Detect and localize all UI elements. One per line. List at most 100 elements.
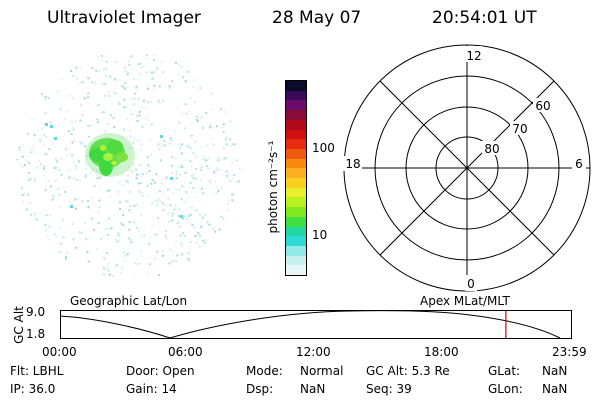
uv-noise-dot (141, 164, 144, 167)
uv-noise-dot (32, 144, 35, 147)
uv-noise-dot (132, 141, 134, 144)
uv-noise-dot (132, 163, 135, 166)
uv-noise-dot (93, 184, 96, 187)
uv-noise-dot (107, 94, 110, 97)
uv-noise-dot (156, 204, 159, 207)
uv-noise-dot (130, 98, 133, 100)
uv-noise-dot (34, 213, 37, 216)
uv-noise-dot (97, 103, 100, 106)
uv-bright-speckle (160, 135, 163, 138)
uv-noise-dot (38, 164, 41, 167)
uv-noise-dot (151, 178, 154, 181)
uv-noise-dot (153, 84, 156, 87)
uv-noise-dot (42, 133, 45, 136)
colorbar-band-16 (286, 236, 306, 246)
uv-noise-dot (158, 85, 161, 88)
uv-noise-dot (143, 233, 146, 236)
colorbar-band-15 (286, 226, 306, 237)
uv-noise-dot (58, 227, 61, 230)
uv-noise-dot (145, 117, 148, 120)
uv-noise-dot (136, 227, 139, 230)
uv-noise-dot (158, 147, 161, 150)
uv-noise-dot (136, 139, 139, 142)
uv-noise-dot (119, 208, 122, 211)
colorbar-band-9 (286, 168, 306, 179)
uv-noise-dot (45, 136, 48, 139)
uv-noise-dot (47, 180, 50, 182)
uv-noise-dot (66, 109, 68, 112)
uv-noise-dot (100, 111, 102, 114)
uv-noise-dot (123, 86, 125, 89)
uv-noise-dot (113, 214, 116, 217)
uv-noise-dot (39, 139, 42, 142)
uv-noise-dot (101, 82, 104, 85)
uv-noise-dot (148, 243, 151, 246)
uv-noise-dot (173, 208, 176, 211)
uv-noise-dot (186, 144, 189, 147)
uv-noise-dot (232, 174, 235, 177)
uv-noise-dot (28, 161, 30, 164)
uv-noise-dot (175, 260, 178, 263)
uv-noise-dot (229, 138, 232, 141)
uv-noise-dot (130, 241, 133, 243)
uv-noise-dot (217, 190, 220, 192)
timeline-left-caption: Geographic Lat/Lon (70, 294, 188, 308)
uv-noise-dot (187, 252, 190, 255)
uv-noise-dot (219, 107, 222, 110)
uv-noise-dot (162, 254, 164, 257)
uv-noise-dot (156, 66, 158, 69)
colorbar (285, 80, 307, 276)
uv-noise-dot (27, 194, 30, 196)
uv-noise-dot (59, 108, 62, 111)
uv-noise-dot (180, 241, 183, 244)
uv-noise-dot (232, 194, 235, 196)
uv-noise-dot (138, 62, 141, 65)
uv-noise-dot (72, 74, 75, 77)
uv-noise-dot (157, 217, 160, 220)
uv-noise-dot (81, 200, 84, 203)
uv-noise-dot (27, 179, 30, 182)
uv-noise-dot (55, 166, 58, 169)
uv-noise-dot (171, 80, 174, 83)
uv-noise-dot (75, 246, 78, 249)
uv-noise-dot (102, 68, 105, 70)
uv-noise-dot (79, 141, 82, 143)
uv-noise-dot (163, 144, 166, 147)
uv-noise-dot (145, 106, 148, 109)
uv-noise-dot (121, 85, 124, 88)
uv-noise-dot (175, 173, 178, 176)
uv-noise-dot (211, 126, 214, 129)
uv-noise-dot (96, 118, 99, 121)
uv-noise-dot (135, 114, 138, 117)
uv-noise-dot (162, 193, 165, 196)
uv-noise-dot (63, 118, 66, 121)
uv-noise-dot (166, 188, 169, 191)
uv-noise-dot (111, 275, 114, 278)
uv-noise-dot (48, 225, 51, 228)
uv-noise-dot (117, 240, 120, 243)
uv-noise-dot (201, 127, 204, 129)
status-glon-value: NaN (542, 382, 568, 396)
uv-noise-dot (168, 142, 171, 145)
uv-noise-dot (51, 142, 54, 145)
uv-noise-dot (158, 273, 161, 276)
uv-noise-dot (185, 191, 188, 194)
uv-noise-dot (128, 228, 131, 231)
uv-noise-dot (168, 262, 171, 265)
uv-noise-dot (118, 101, 120, 104)
uv-noise-dot (109, 76, 111, 79)
uv-noise-dot (210, 92, 213, 95)
timeline-y-label: GC Alt (12, 306, 26, 344)
uv-noise-dot (135, 203, 138, 206)
uv-noise-dot (45, 153, 48, 156)
status-door: Door: Open (126, 364, 195, 378)
uv-noise-dot (168, 220, 170, 223)
timeline-x-tick-4: 23:59 (552, 345, 587, 359)
uv-noise-dot (138, 164, 141, 167)
colorbar-band-13 (286, 207, 306, 217)
uv-noise-dot (203, 242, 206, 245)
uv-noise-dot (122, 214, 124, 217)
uv-noise-dot (76, 179, 79, 181)
uv-noise-dot (87, 95, 89, 98)
uv-noise-dot (127, 237, 130, 240)
